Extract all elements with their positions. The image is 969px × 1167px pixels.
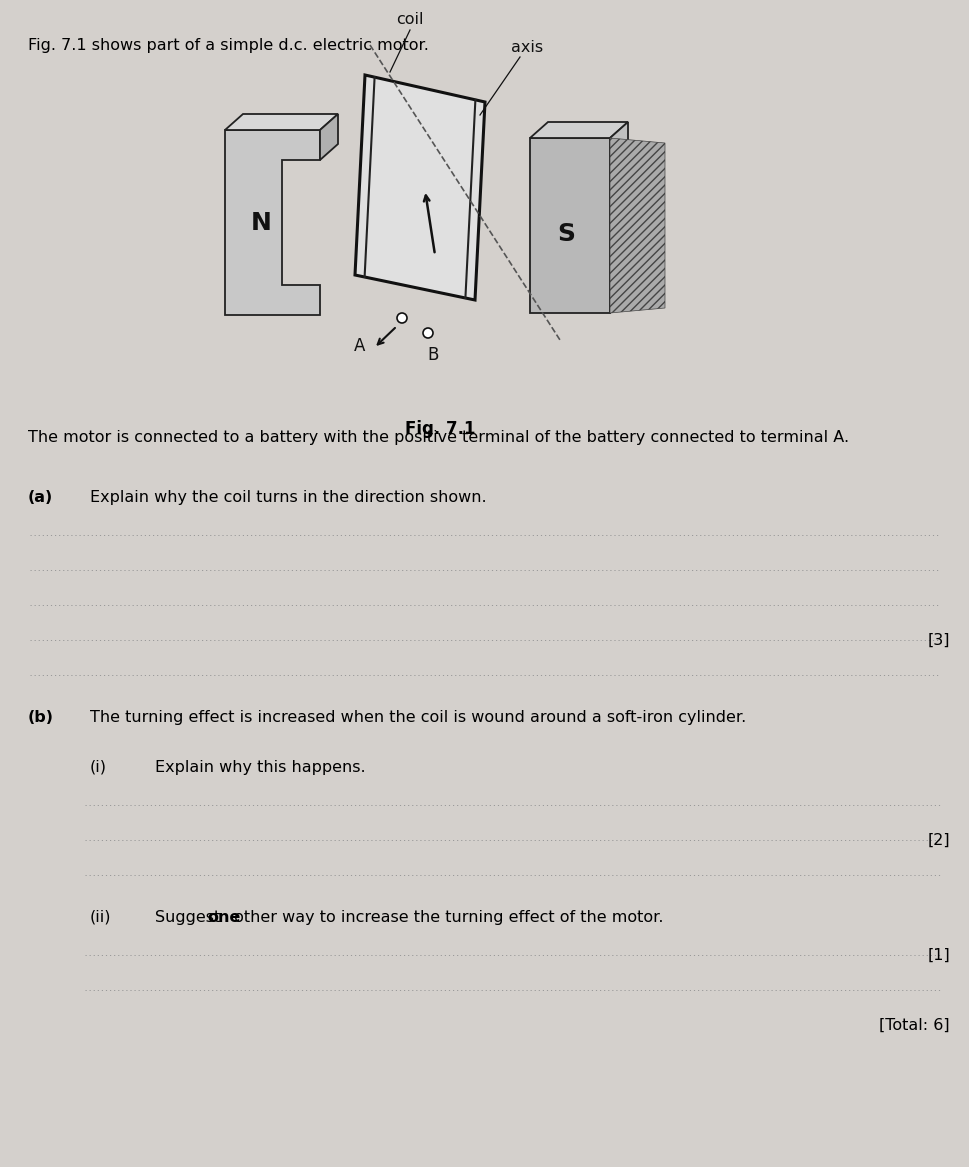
Text: The turning effect is increased when the coil is wound around a soft-iron cylind: The turning effect is increased when the… bbox=[90, 710, 746, 725]
Polygon shape bbox=[530, 138, 610, 313]
Text: Suggest: Suggest bbox=[155, 910, 226, 925]
Text: Fig. 7.1 shows part of a simple d.c. electric motor.: Fig. 7.1 shows part of a simple d.c. ele… bbox=[28, 39, 429, 53]
Text: (ii): (ii) bbox=[90, 910, 111, 925]
Text: N: N bbox=[251, 210, 271, 235]
Text: Explain why the coil turns in the direction shown.: Explain why the coil turns in the direct… bbox=[90, 490, 486, 505]
Polygon shape bbox=[610, 123, 628, 313]
Text: (a): (a) bbox=[28, 490, 53, 505]
Text: one: one bbox=[207, 910, 240, 925]
Polygon shape bbox=[530, 123, 628, 138]
Text: [1]: [1] bbox=[927, 948, 950, 963]
Polygon shape bbox=[225, 130, 320, 315]
Text: (i): (i) bbox=[90, 760, 107, 775]
Text: [3]: [3] bbox=[927, 633, 950, 648]
Circle shape bbox=[423, 328, 433, 338]
Polygon shape bbox=[225, 114, 338, 130]
Text: B: B bbox=[427, 345, 439, 364]
Polygon shape bbox=[355, 75, 485, 300]
Text: [Total: 6]: [Total: 6] bbox=[880, 1018, 950, 1033]
Circle shape bbox=[397, 313, 407, 323]
Text: [2]: [2] bbox=[927, 832, 950, 847]
Polygon shape bbox=[320, 114, 338, 160]
Text: other way to increase the turning effect of the motor.: other way to increase the turning effect… bbox=[229, 910, 664, 925]
Text: Fig. 7.1: Fig. 7.1 bbox=[405, 420, 475, 438]
Text: A: A bbox=[355, 337, 365, 355]
Polygon shape bbox=[610, 138, 665, 313]
Text: (b): (b) bbox=[28, 710, 54, 725]
Text: S: S bbox=[557, 222, 575, 246]
Text: Explain why this happens.: Explain why this happens. bbox=[155, 760, 365, 775]
Text: coil: coil bbox=[396, 13, 423, 28]
Text: axis: axis bbox=[511, 40, 543, 55]
Text: The motor is connected to a battery with the positive terminal of the battery co: The motor is connected to a battery with… bbox=[28, 429, 849, 445]
